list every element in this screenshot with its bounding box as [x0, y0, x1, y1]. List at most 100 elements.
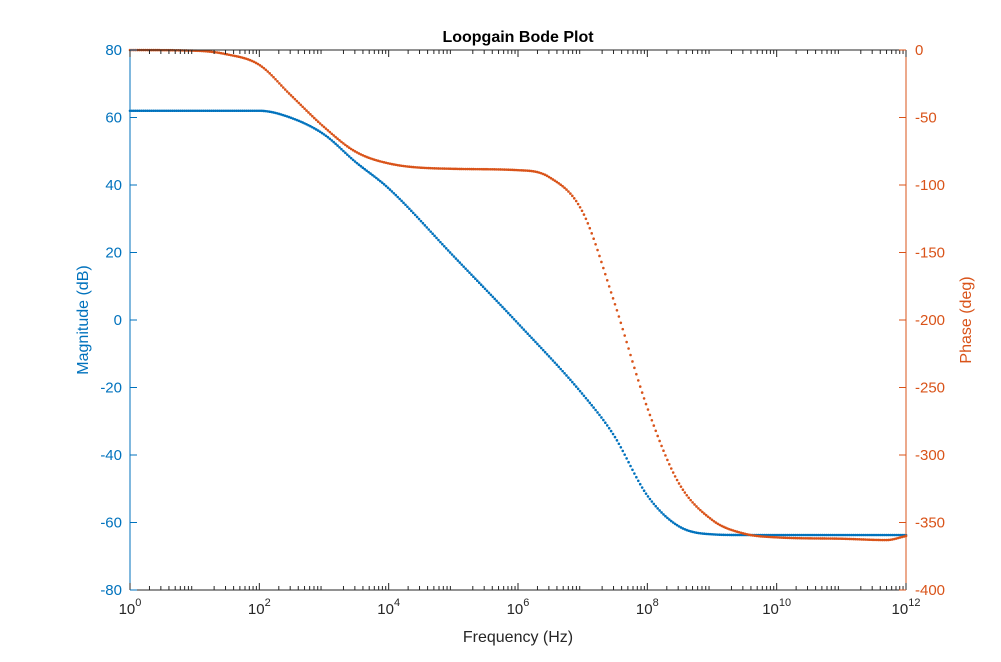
data-point	[216, 109, 219, 113]
data-point	[144, 109, 147, 113]
data-point	[256, 109, 260, 113]
data-point	[163, 109, 167, 113]
data-point	[662, 449, 665, 453]
data-point	[233, 54, 237, 58]
data-point	[468, 271, 471, 274]
x-tick-label: 108	[636, 597, 659, 618]
data-point	[468, 167, 471, 171]
data-point	[803, 536, 807, 540]
data-point	[854, 537, 857, 541]
data-point	[448, 167, 452, 171]
data-point	[344, 143, 347, 147]
data-point	[875, 533, 879, 537]
data-point	[685, 493, 689, 497]
data-point	[378, 179, 382, 183]
data-point	[328, 130, 332, 134]
y-left-tick-label: 80	[105, 42, 122, 59]
data-point	[798, 536, 801, 540]
data-point	[266, 70, 270, 73]
data-point	[254, 61, 258, 65]
data-point	[654, 429, 658, 433]
data-point	[780, 536, 784, 539]
data-point	[545, 174, 549, 178]
data-point	[656, 434, 659, 438]
data-point	[413, 213, 417, 217]
data-point	[417, 166, 421, 169]
y-axis-label-left: Magnitude (dB)	[75, 265, 92, 374]
data-point	[181, 109, 184, 113]
data-point	[460, 167, 464, 171]
data-point	[470, 273, 473, 276]
data-point	[788, 536, 791, 540]
data-point	[730, 533, 733, 537]
data-point	[446, 249, 450, 252]
data-point	[252, 109, 256, 113]
data-point	[571, 380, 574, 384]
data-point	[433, 167, 436, 170]
data-point	[823, 533, 826, 537]
data-point	[555, 180, 559, 184]
data-point	[873, 533, 877, 537]
data-point	[728, 533, 731, 537]
data-point	[359, 153, 363, 156]
data-point	[799, 533, 803, 537]
data-point	[594, 242, 597, 246]
data-point	[706, 532, 710, 536]
data-point	[827, 537, 830, 540]
data-point	[654, 504, 658, 508]
data-point	[190, 109, 194, 113]
y-right-tick-label: -300	[915, 447, 945, 464]
data-point	[320, 123, 324, 127]
data-point	[891, 533, 894, 537]
data-point	[138, 109, 141, 113]
data-point	[553, 179, 557, 182]
data-point	[805, 533, 809, 537]
data-point	[526, 169, 529, 172]
data-point	[846, 533, 850, 537]
data-point	[324, 127, 328, 130]
data-point	[522, 169, 526, 172]
data-point	[830, 533, 834, 537]
data-point	[303, 107, 306, 110]
data-point	[809, 537, 813, 540]
data-point	[774, 536, 778, 539]
data-point	[357, 163, 361, 166]
data-point	[204, 49, 207, 53]
data-point	[716, 522, 720, 526]
data-point	[844, 537, 848, 541]
data-point	[792, 533, 795, 537]
data-point	[250, 109, 254, 113]
data-point	[811, 533, 815, 537]
data-point	[345, 153, 349, 156]
data-point	[431, 166, 434, 170]
data-point	[293, 97, 297, 101]
data-point	[629, 464, 632, 468]
data-point	[778, 536, 782, 539]
data-point	[747, 533, 751, 537]
data-point	[338, 146, 341, 149]
data-point	[687, 496, 691, 500]
data-point	[390, 162, 394, 166]
data-point	[772, 535, 776, 539]
data-point	[869, 538, 873, 542]
data-point	[625, 340, 628, 344]
data-point	[179, 109, 182, 113]
data-point	[794, 533, 797, 537]
data-point	[604, 272, 607, 276]
data-point	[489, 167, 493, 171]
data-point	[881, 538, 885, 542]
data-point	[359, 164, 363, 168]
data-point	[604, 421, 607, 425]
data-point	[165, 109, 169, 113]
data-point	[227, 53, 231, 57]
data-point	[658, 509, 661, 512]
data-point	[569, 378, 572, 382]
data-point	[448, 251, 452, 254]
data-point	[458, 261, 462, 264]
data-point	[206, 50, 209, 53]
data-point	[233, 109, 237, 113]
data-point	[231, 54, 235, 57]
data-point	[322, 133, 326, 136]
data-point	[245, 109, 248, 113]
data-point	[701, 510, 704, 514]
